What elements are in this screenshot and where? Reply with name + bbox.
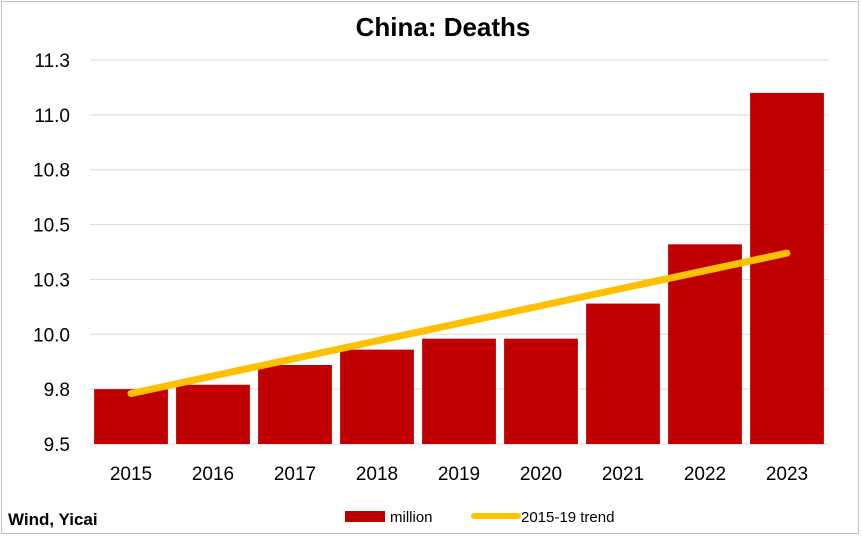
x-tick-label: 2016 [192, 464, 234, 485]
x-tick-label: 2017 [274, 464, 316, 485]
x-tick-label: 2020 [520, 464, 562, 485]
legend-swatch-million [345, 511, 385, 522]
bar-2018 [340, 349, 414, 444]
y-tick-label: 10.5 [33, 216, 70, 237]
legend-label-trend: 2015-19 trend [521, 509, 614, 526]
trend-series [127, 249, 791, 398]
legend: million 2015-19 trend [345, 509, 614, 526]
bar-2015 [94, 389, 168, 444]
legend-label-million: million [390, 509, 433, 526]
y-tick-label: 10.0 [33, 325, 70, 346]
y-tick-label: 10.3 [33, 270, 70, 291]
x-axis-tick-labels: 2015 2016 2017 2018 2019 2020 2021 2022 2023 [110, 464, 808, 485]
bar-2016 [176, 384, 250, 444]
y-tick-label: 9.5 [44, 435, 70, 456]
x-tick-label: 2021 [602, 464, 644, 485]
x-tick-label: 2018 [356, 464, 398, 485]
x-tick-label: 2022 [684, 464, 726, 485]
trend-line [127, 249, 791, 398]
y-axis-tick-labels: 9.5 9.8 10.0 10.3 10.5 10.8 11.0 11.3 [33, 51, 70, 456]
bar-series [94, 92, 824, 445]
bar-2021 [586, 303, 660, 444]
y-tick-label: 11.0 [34, 106, 70, 127]
source-note: Wind, Yicai [8, 510, 98, 529]
bar-2019 [422, 338, 496, 444]
x-tick-label: 2015 [110, 464, 152, 485]
chart-title: China: Deaths [356, 12, 531, 42]
y-tick-label: 11.3 [34, 51, 70, 72]
x-tick-label: 2019 [438, 464, 480, 485]
y-tick-label: 9.8 [44, 380, 70, 401]
bar-2017 [258, 365, 332, 444]
bar-2020 [504, 338, 578, 444]
x-tick-label: 2023 [766, 464, 808, 485]
y-tick-label: 10.8 [33, 161, 70, 182]
bar-2023 [750, 92, 824, 445]
